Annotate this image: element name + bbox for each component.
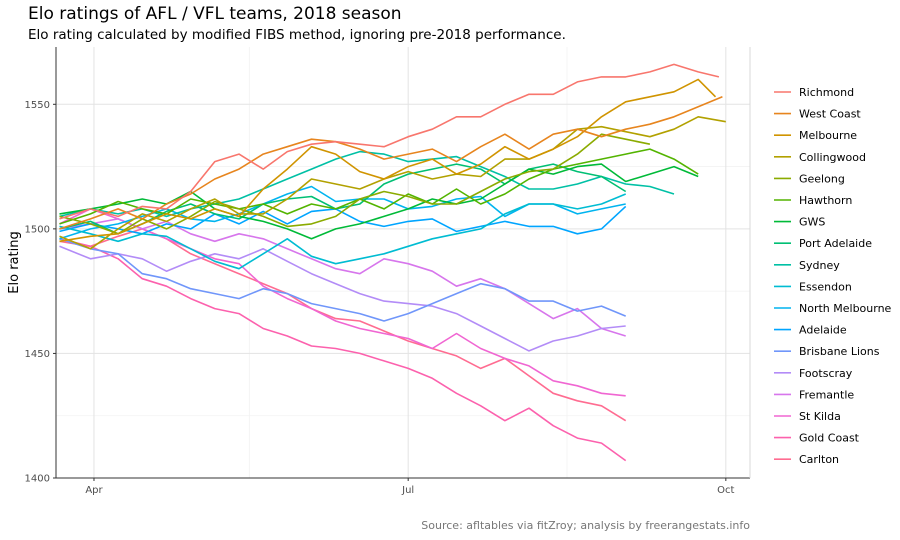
legend-label: Essendon (799, 280, 852, 293)
series-line-richmond (59, 63, 720, 220)
x-tick-label: Jul (401, 485, 414, 496)
legend-label: West Coast (799, 108, 861, 121)
series-line-hawthorn (59, 148, 699, 225)
series-line-geelong (59, 133, 651, 235)
legend-label: Richmond (799, 86, 854, 99)
legend-label: North Melbourne (799, 302, 892, 315)
legend-label: Adelaide (799, 324, 847, 337)
y-tick-label: 1400 (25, 474, 50, 485)
series-line-west-coast (59, 96, 723, 230)
legend-label: Brisbane Lions (799, 345, 880, 358)
legend-label: Melbourne (799, 129, 857, 142)
legend-label: Hawthorn (799, 194, 852, 207)
series-line-essendon (59, 193, 627, 270)
series-line-adelaide (59, 205, 627, 235)
x-tick-label: Apr (85, 485, 103, 496)
y-tick-label: 1550 (25, 100, 50, 111)
legend-label: St Kilda (799, 410, 841, 423)
y-tick-label: 1500 (25, 224, 50, 235)
legend-label: Port Adelaide (799, 237, 872, 250)
series-line-gold-coast (59, 238, 627, 462)
legend-label: Footscray (799, 367, 853, 380)
series-line-st-kilda (59, 208, 626, 397)
legend-label: Carlton (799, 453, 839, 466)
chart-subtitle: Elo rating calculated by modified FIBS m… (28, 27, 566, 43)
series-line-footscray (59, 245, 626, 352)
series-line-fremantle (59, 218, 626, 337)
legend-label: Fremantle (799, 388, 854, 401)
chart-title: Elo ratings of AFL / VFL teams, 2018 sea… (28, 4, 402, 24)
x-tick-label: Oct (717, 485, 734, 496)
legend-label: Gold Coast (799, 432, 860, 445)
legend-label: Sydney (799, 259, 840, 272)
y-tick-label: 1450 (25, 349, 50, 360)
y-axis-title: Elo rating (7, 231, 22, 293)
chart-caption: Source: afltables via fitZroy; analysis … (421, 519, 750, 532)
series-line-melbourne (59, 78, 717, 243)
series-line-collingwood (59, 116, 726, 250)
legend-label: GWS (799, 216, 825, 229)
legend-label: Geelong (799, 172, 845, 185)
legend-label: Collingwood (799, 151, 866, 164)
series-line-brisbane-lions (59, 238, 627, 322)
